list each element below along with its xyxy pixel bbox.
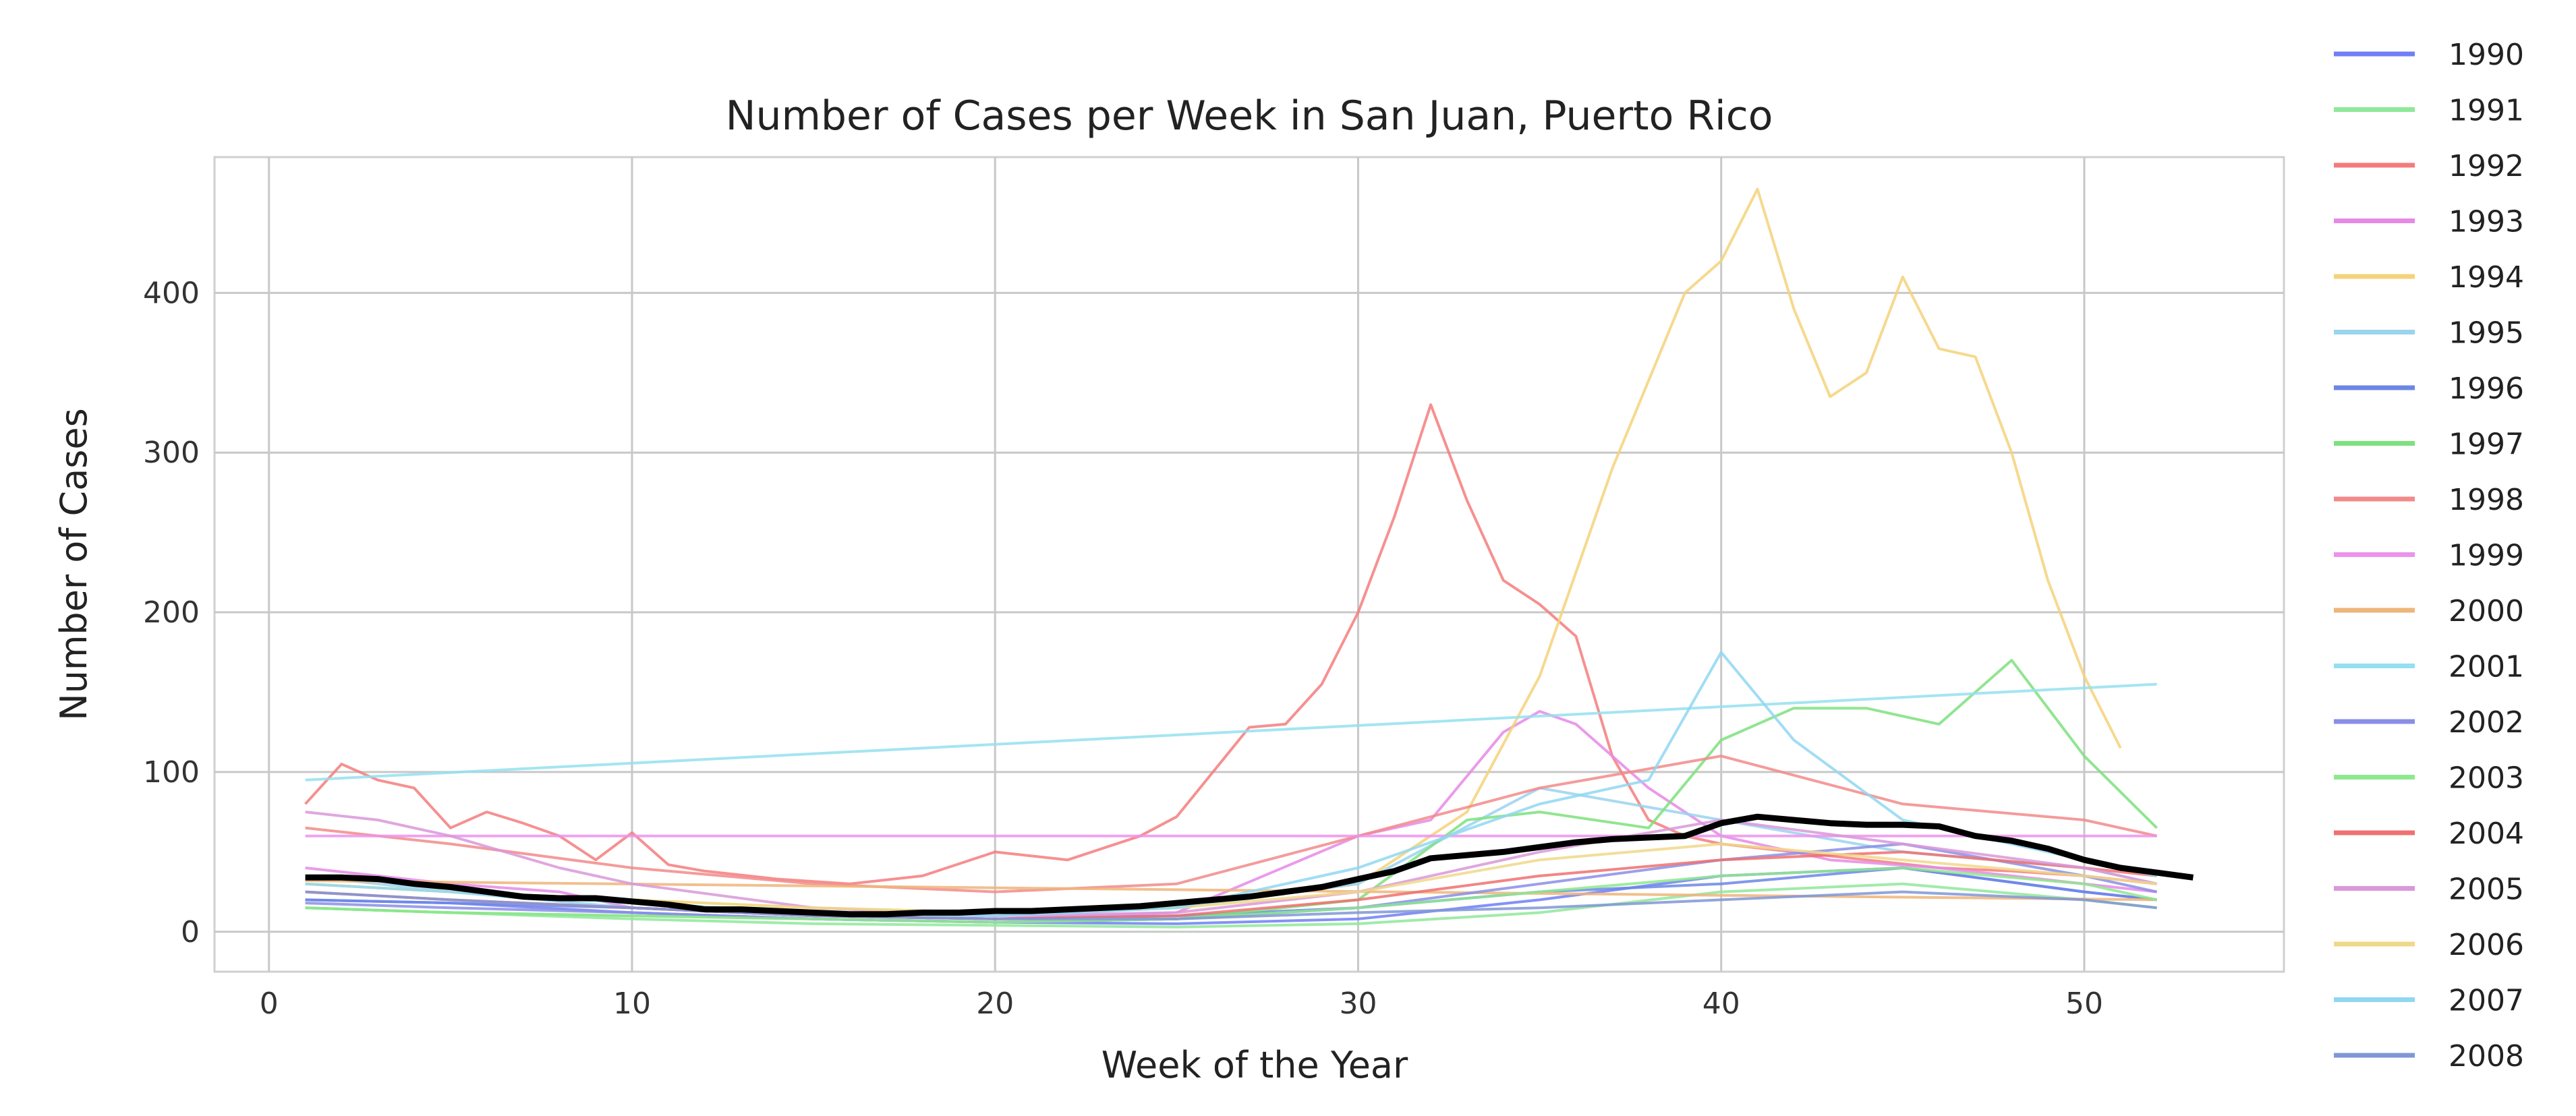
x-tick-label: 40: [1702, 987, 1740, 1021]
legend-label-1999: 1999: [2449, 539, 2524, 573]
plot-area: [213, 156, 2285, 973]
legend-label-1997: 1997: [2449, 428, 2524, 462]
x-tick-label: 20: [976, 987, 1014, 1021]
legend-label-2004: 2004: [2449, 817, 2524, 851]
legend-label-1996: 1996: [2449, 372, 2524, 406]
series-lines: [304, 187, 2158, 929]
legend-label-2005: 2005: [2449, 873, 2524, 907]
mean-line: [305, 813, 2194, 918]
grid: [214, 157, 2284, 972]
legend-label-2002: 2002: [2449, 705, 2524, 740]
series-line-1993: [305, 709, 2157, 920]
x-tick-label: 50: [2065, 987, 2103, 1021]
series-line-1991: [305, 882, 2157, 929]
y-tick-label: 200: [143, 595, 200, 630]
x-tick-label: 10: [613, 987, 651, 1021]
series-line-2003: [305, 867, 2158, 924]
x-tick-label: 30: [1339, 987, 1377, 1021]
legend-label-1992: 1992: [2449, 149, 2524, 183]
series-line-1998: [305, 755, 2158, 893]
x-axis-title: Week of the Year: [1101, 1044, 1408, 1086]
series-line-2005: [305, 811, 2158, 918]
y-axis-title: Number of Cases: [53, 408, 95, 721]
x-tick-label: 0: [260, 987, 279, 1021]
chart-title: Number of Cases per Week in San Juan, Pu…: [726, 92, 1773, 140]
plot-background: [213, 156, 2285, 973]
series-line-2008: [305, 890, 2157, 920]
y-tick-label: 300: [143, 436, 200, 470]
legend-label-2003: 2003: [2449, 761, 2524, 796]
legend-label-1994: 1994: [2449, 260, 2524, 295]
legend-label-1995: 1995: [2449, 316, 2524, 351]
legend: 1990 1991 1992 1993 1994 1995 1996 1997 1998 1999…: [2334, 38, 2524, 1074]
legend-label-1993: 1993: [2449, 205, 2524, 239]
legend-label-1998: 1998: [2449, 483, 2524, 517]
series-line-1992: [304, 403, 2157, 885]
legend-label-2000: 2000: [2449, 594, 2524, 628]
y-tick-label: 0: [181, 915, 200, 949]
y-tick-label: 100: [143, 755, 200, 790]
legend-label-1991: 1991: [2449, 94, 2524, 128]
series-line-2001: [305, 682, 2157, 782]
legend-label-2007: 2007: [2449, 984, 2524, 1018]
y-tick-label: 400: [143, 276, 200, 310]
legend-label-2008: 2008: [2449, 1039, 2524, 1074]
mean-line-group: [305, 813, 2194, 918]
y-axis-ticks: 0 100 200 300 400: [143, 276, 200, 949]
series-line-2000: [305, 879, 2157, 902]
legend-label-2001: 2001: [2449, 650, 2524, 684]
legend-label-2006: 2006: [2449, 928, 2524, 962]
legend-label-1990: 1990: [2449, 38, 2524, 72]
x-axis-ticks: 0 10 20 30 40 50: [260, 987, 2103, 1021]
